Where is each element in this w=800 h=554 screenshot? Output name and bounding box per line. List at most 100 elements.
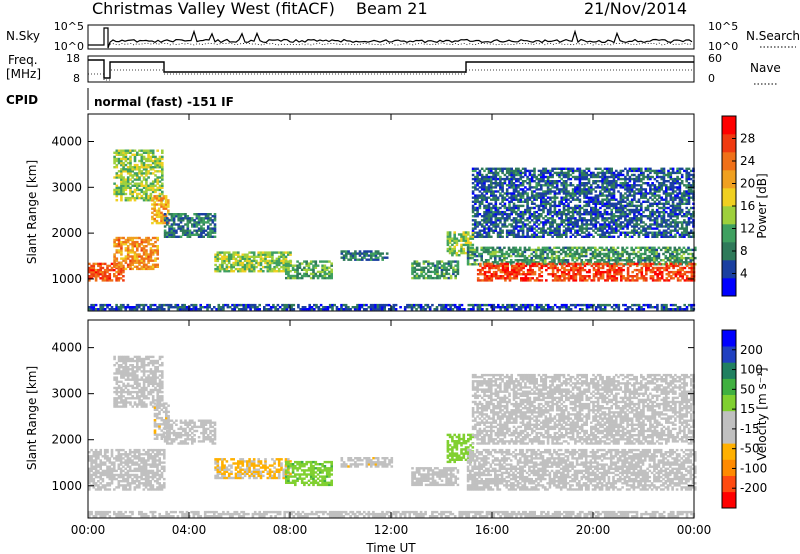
heatmap-cell [535, 262, 539, 266]
heatmap-cell [206, 233, 210, 236]
heatmap-cell [576, 175, 579, 179]
heatmap-cell [648, 261, 652, 264]
heatmap-cell [475, 254, 479, 258]
heatmap-cell [658, 175, 661, 179]
heatmap-cell [490, 206, 493, 210]
heatmap-cell [471, 250, 474, 254]
heatmap-cell [168, 231, 171, 234]
heatmap-cell [351, 254, 355, 257]
heatmap-cell [483, 196, 486, 199]
heatmap-cell [542, 196, 545, 199]
heatmap-cell [623, 259, 627, 262]
heatmap-cell [142, 151, 146, 154]
heatmap-cell [411, 264, 414, 267]
heatmap-cell [597, 264, 600, 268]
heatmap-cell [172, 219, 176, 222]
heatmap-cell [252, 270, 256, 273]
heatmap-cell [485, 262, 489, 266]
heatmap-cell [571, 248, 574, 252]
heatmap-cell [669, 167, 673, 170]
heatmap-cell [642, 277, 646, 280]
heatmap-cell [147, 236, 150, 240]
heatmap-cell [90, 268, 93, 272]
heatmap-cell [580, 246, 583, 249]
heatmap-cell [491, 246, 495, 249]
heatmap-cell [599, 277, 603, 280]
heatmap-cell [551, 270, 555, 274]
heatmap-cell [230, 265, 233, 269]
heatmap-cell [246, 257, 249, 260]
heatmap-cell [580, 229, 584, 232]
heatmap-cell [654, 279, 657, 282]
heatmap-cell [678, 200, 682, 203]
heatmap-cell [140, 157, 144, 161]
heatmap-cell [273, 265, 276, 269]
heatmap-cell [296, 260, 299, 263]
heatmap-cell [223, 253, 226, 256]
heatmap-cell [452, 260, 455, 263]
heatmap-cell [674, 225, 677, 228]
heatmap-cell [142, 178, 146, 181]
heatmap-cell [451, 237, 454, 240]
heatmap-cell [490, 188, 493, 191]
heatmap-cell [363, 256, 366, 259]
heatmap-cell [489, 256, 493, 260]
heatmap-cell [601, 175, 604, 179]
heatmap-cell [551, 273, 555, 276]
heatmap-cell [601, 198, 604, 201]
heatmap-cell [580, 169, 584, 173]
heatmap-cell [323, 268, 327, 271]
heatmap-cell [273, 251, 276, 254]
heatmap-cell [230, 267, 233, 271]
heatmap-cell [579, 273, 582, 276]
heatmap-cell [517, 270, 521, 274]
heatmap-cell [651, 169, 654, 173]
heatmap-cell [607, 261, 611, 264]
heatmap-cell [420, 268, 423, 271]
heatmap-cell [639, 252, 643, 256]
heatmap-cell [122, 275, 125, 278]
heatmap-cell [592, 208, 595, 212]
heatmap-cell [571, 256, 574, 260]
heatmap-cell [555, 231, 559, 234]
heatmap-cell [131, 247, 134, 250]
heatmap-cell [605, 204, 609, 208]
heatmap-cell [690, 266, 694, 270]
heatmap-cell [211, 229, 215, 232]
heatmap-cell [122, 236, 125, 240]
heatmap-cell [145, 267, 148, 271]
heatmap-cell [572, 279, 575, 282]
heatmap-cell [108, 273, 112, 276]
heatmap-cell [569, 221, 573, 224]
heatmap-cell [599, 273, 603, 276]
heatmap-cell [496, 167, 500, 170]
heatmap-cell [555, 250, 558, 254]
heatmap-cell [612, 231, 616, 234]
heatmap-cell [149, 168, 153, 171]
heatmap-cell [626, 171, 629, 175]
heatmap-cell [158, 192, 162, 196]
heatmap-cell [587, 169, 591, 173]
heatmap-cell [508, 200, 511, 203]
heatmap-cell [142, 253, 146, 256]
heatmap-cell [596, 198, 600, 201]
heatmap-cell [282, 270, 285, 273]
heatmap-cell [117, 245, 121, 248]
heatmap-cell [628, 177, 632, 181]
heatmap-cell [517, 167, 520, 170]
heatmap-cell [669, 215, 673, 218]
heatmap-cell [145, 180, 148, 183]
heatmap-cell [485, 219, 488, 222]
heatmap-cell [515, 190, 518, 193]
heatmap-cell [583, 177, 586, 181]
heatmap-cell [285, 262, 288, 265]
heatmap-cell [147, 253, 150, 256]
heatmap-cell [648, 259, 652, 262]
heatmap-cell [330, 274, 333, 278]
heatmap-cell [613, 279, 616, 282]
heatmap-cell [592, 200, 595, 203]
heatmap-cell [574, 175, 577, 179]
heatmap-cell [575, 256, 579, 260]
heatmap-cell [653, 177, 657, 181]
heatmap-cell [133, 157, 137, 161]
